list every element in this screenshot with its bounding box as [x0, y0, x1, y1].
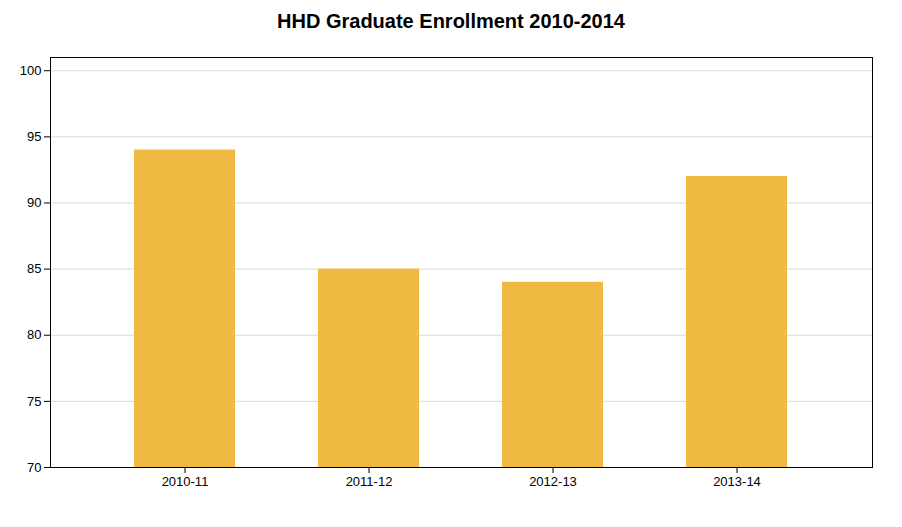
svg-text:2012-13: 2012-13 — [529, 474, 577, 489]
svg-text:100: 100 — [20, 63, 42, 78]
svg-text:2010-11: 2010-11 — [162, 474, 209, 489]
svg-text:85: 85 — [27, 261, 41, 276]
svg-text:70: 70 — [27, 460, 41, 475]
html-text:HHD Graduate Enrollment 2010-2: HHD Graduate Enrollment 2010-2014 — [277, 10, 625, 32]
svg-text:80: 80 — [27, 327, 41, 342]
svg-text:2011-12: 2011-12 — [346, 474, 393, 489]
svg-text:2013-14: 2013-14 — [713, 474, 761, 489]
svg-text:75: 75 — [27, 394, 41, 409]
svg-text:90: 90 — [27, 195, 41, 210]
svg-text:95: 95 — [27, 129, 41, 144]
